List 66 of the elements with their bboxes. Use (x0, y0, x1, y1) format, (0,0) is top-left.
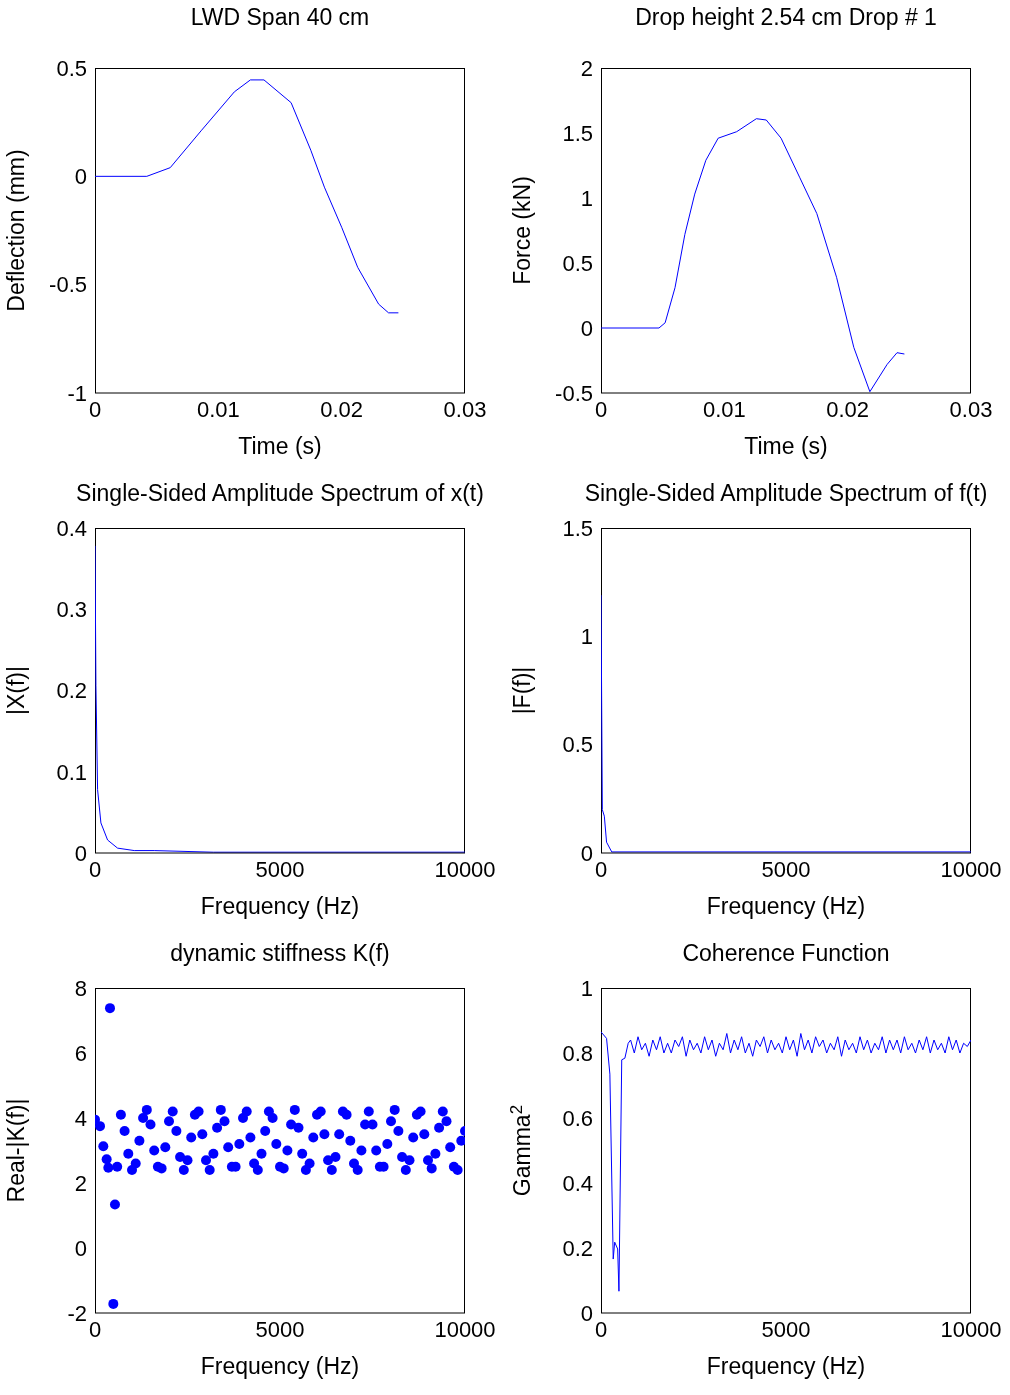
line-series (601, 118, 905, 393)
x-tick-label: 10000 (434, 856, 496, 882)
y-tick-label: 0.1 (56, 759, 87, 785)
y-tick-label: 0.2 (56, 678, 87, 704)
y-axis-title: Deflection (mm) (3, 149, 29, 312)
y-tick-label: 0 (74, 840, 87, 866)
y-tick-label: -0.5 (49, 272, 87, 298)
chart-title: dynamic stiffness K(f) (169, 940, 391, 967)
y-tick-label: 0 (580, 1300, 593, 1326)
x-axis-title: Frequency (Hz) (706, 1353, 866, 1379)
x-tick-label: 0.01 (196, 396, 240, 422)
x-tick-label: 5000 (761, 1316, 811, 1342)
y-tick-label: 0.4 (56, 515, 87, 541)
x-tick-label: 5000 (255, 856, 305, 882)
y-tick-label: 0 (74, 1235, 87, 1261)
chart-title: Single-Sided Amplitude Spectrum of f(t) (583, 480, 989, 507)
y-tick-label: 0 (580, 315, 593, 341)
y-axis-title: Real-|K(f)| (3, 1098, 29, 1203)
y-tick-label: 0 (74, 164, 87, 190)
x-tick-label: 0.02 (320, 396, 364, 422)
y-tick-label: 0.2 (562, 1235, 593, 1261)
y-tick-label: 1 (580, 975, 593, 1001)
y-tick-label: 0.5 (56, 55, 87, 81)
y-axis-title: |X(f)| (3, 666, 29, 715)
chart-title: LWD Span 40 cm (189, 4, 371, 31)
y-tick-label: -2 (67, 1300, 87, 1326)
y-tick-label: 4 (74, 1105, 87, 1131)
chart-title: Drop height 2.54 cm Drop # 1 (634, 4, 938, 31)
x-tick-label: 5000 (761, 856, 811, 882)
line-series (601, 1031, 971, 1292)
x-axis-title: Frequency (Hz) (200, 1353, 360, 1379)
y-axis-title: |F(f)| (509, 666, 535, 715)
y-tick-label: 0 (580, 840, 593, 866)
y-tick-label: 2 (74, 1170, 87, 1196)
x-tick-label: 5000 (255, 1316, 305, 1342)
y-tick-label: 1 (580, 185, 593, 211)
chart-title: Coherence Function (681, 940, 891, 967)
x-tick-label: 0.03 (949, 396, 993, 422)
y-tick-label: -1 (67, 380, 87, 406)
x-tick-label: 0.01 (702, 396, 746, 422)
x-axis-title: Frequency (Hz) (706, 893, 866, 919)
y-tick-label: 1 (580, 624, 593, 650)
y-tick-label: 0.3 (56, 597, 87, 623)
y-tick-label: 0.8 (562, 1040, 593, 1066)
y-tick-label: 8 (74, 975, 87, 1001)
y-tick-label: 0.6 (562, 1105, 593, 1131)
y-tick-label: -0.5 (555, 380, 593, 406)
x-tick-label: 10000 (434, 1316, 496, 1342)
y-tick-label: 2 (580, 55, 593, 81)
y-tick-label: 0.4 (562, 1170, 593, 1196)
x-tick-label: 0.03 (443, 396, 487, 422)
chart-title: Single-Sided Amplitude Spectrum of x(t) (75, 480, 485, 507)
x-axis-title: Frequency (Hz) (200, 893, 360, 919)
y-axis-title: Force (kN) (509, 176, 535, 285)
line-series (601, 594, 971, 853)
x-axis-title: Time (s) (238, 433, 322, 459)
y-tick-label: 1.5 (562, 515, 593, 541)
y-tick-label: 0.5 (562, 250, 593, 276)
line-series (95, 79, 399, 314)
x-tick-label: 10000 (940, 1316, 1002, 1342)
y-tick-label: 1.5 (562, 120, 593, 146)
x-axis-title: Time (s) (744, 433, 828, 459)
y-tick-label: 0.5 (562, 732, 593, 758)
x-tick-label: 0.02 (826, 396, 870, 422)
y-tick-label: 6 (74, 1040, 87, 1066)
x-tick-label: 10000 (940, 856, 1002, 882)
